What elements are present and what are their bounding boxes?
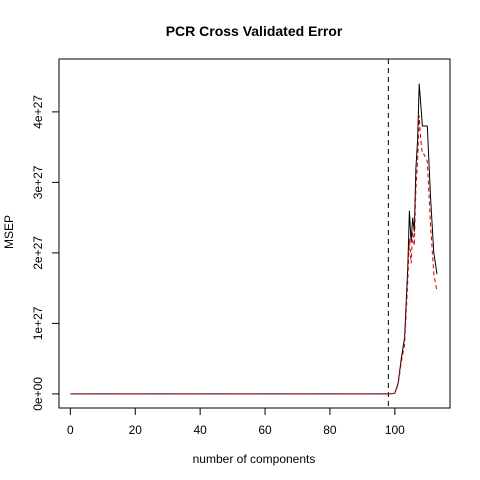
x-tick-label: 60 bbox=[258, 423, 272, 437]
chart-title: PCR Cross Validated Error bbox=[166, 23, 343, 39]
x-axis-label: number of components bbox=[193, 452, 316, 466]
x-tick-label: 100 bbox=[385, 423, 405, 437]
x-tick-label: 20 bbox=[129, 423, 143, 437]
x-tick-label: 80 bbox=[323, 423, 337, 437]
y-axis: 0e+00 1e+27 2e+27 3e+27 4e+27 bbox=[31, 95, 60, 411]
y-tick-label: 0e+00 bbox=[31, 377, 45, 411]
x-tick-label: 0 bbox=[67, 423, 74, 437]
x-axis: 0 20 40 60 80 100 bbox=[67, 407, 405, 437]
y-tick-label: 2e+27 bbox=[31, 236, 45, 270]
series-line-dashed bbox=[70, 115, 438, 395]
y-tick-label: 1e+27 bbox=[31, 306, 45, 340]
y-axis-label: MSEP bbox=[2, 215, 16, 249]
x-tick-label: 40 bbox=[193, 423, 207, 437]
series-line-solid bbox=[70, 83, 438, 395]
plot-frame bbox=[58, 58, 451, 409]
y-tick-label: 4e+27 bbox=[31, 95, 45, 129]
y-tick-label: 3e+27 bbox=[31, 165, 45, 199]
series-group bbox=[70, 83, 438, 395]
